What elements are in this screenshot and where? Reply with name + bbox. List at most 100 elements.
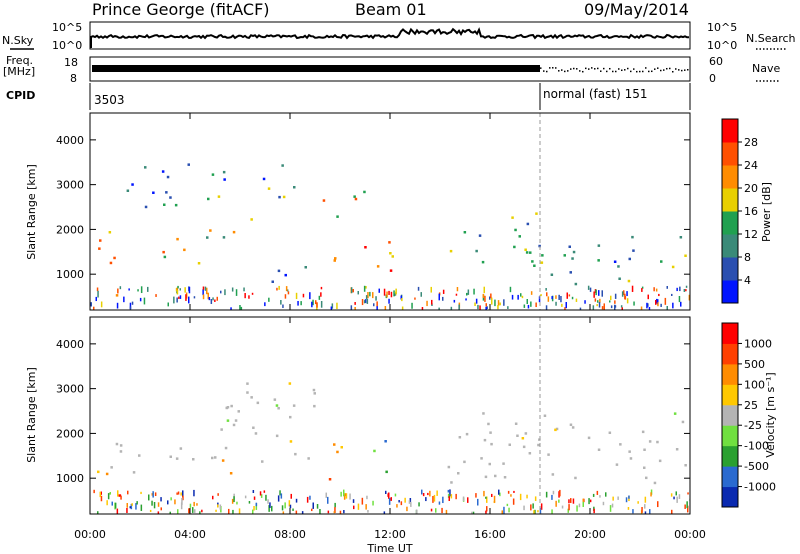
noise-pixel — [657, 299, 659, 305]
echo-pixel — [163, 255, 167, 259]
echo-pixel — [597, 448, 601, 451]
noise-pixel — [683, 289, 686, 292]
noise-pixel — [447, 489, 450, 493]
power-colorbar-label: Power [dB] — [760, 182, 773, 242]
noise-pixel — [311, 301, 313, 308]
noise-pixel — [367, 510, 369, 513]
noise-pixel — [236, 501, 238, 505]
power-panel-frame — [89, 112, 691, 311]
noise-pixel — [264, 302, 266, 307]
noise-pixel — [486, 306, 488, 310]
echo-pixel — [574, 476, 577, 480]
noise-pixel — [685, 285, 688, 288]
noise-pixel — [486, 496, 488, 503]
echo-pixel — [307, 457, 310, 460]
echo-pixel — [627, 279, 631, 283]
echo-pixel — [115, 442, 119, 446]
noise-pixel — [193, 296, 196, 299]
noise-pixel — [387, 493, 389, 497]
echo-pixel — [684, 254, 687, 257]
noise-pixel — [396, 504, 398, 508]
noise-pixel — [192, 507, 194, 513]
noise-pixel — [354, 307, 356, 310]
noise-pixel — [479, 305, 481, 310]
noise-pixel — [596, 304, 598, 307]
nave-dot — [600, 70, 602, 72]
noise-pixel — [441, 507, 443, 514]
noise-pixel — [220, 290, 222, 294]
noise-pixel — [649, 509, 651, 514]
noise-pixel — [177, 285, 179, 289]
noise-pixel — [430, 286, 432, 293]
noise-pixel — [626, 291, 628, 297]
noise-pixel — [406, 506, 408, 512]
echo-pixel — [679, 236, 683, 239]
freq-tick-bottom: 8 — [70, 72, 77, 85]
echo-pixel — [336, 215, 339, 218]
noise-pixel — [610, 305, 613, 309]
echo-pixel — [494, 474, 497, 478]
noise-pixel — [534, 496, 537, 501]
noise-pixel — [462, 496, 465, 502]
noise-pixel — [485, 306, 487, 310]
noise-pixel — [248, 501, 251, 504]
noise-pixel — [131, 503, 133, 506]
noise-pixel — [167, 500, 169, 505]
echo-pixel — [126, 189, 130, 192]
noise-pixel — [253, 496, 256, 500]
noise-pixel — [559, 489, 561, 497]
power-panel: 1000 2000 3000 4000 Slant Range [km] 4 8 12 16… — [25, 112, 773, 311]
noise-pixel — [641, 507, 643, 513]
noise-pixel — [647, 303, 649, 307]
echo-pixel — [98, 247, 101, 250]
colorbar-swatch — [722, 142, 738, 166]
echo-pixel — [288, 382, 292, 385]
noise-pixel — [331, 303, 334, 309]
echo-pixel — [514, 228, 517, 232]
echo-pixel — [388, 241, 391, 244]
noise-pixel — [565, 302, 567, 309]
nsearch-label: N.Search — [746, 32, 796, 45]
noise-pixel — [255, 502, 258, 507]
noise-pixel — [678, 494, 681, 499]
nave-dot — [645, 67, 647, 69]
echo-pixel — [465, 432, 469, 436]
date-label: 09/May/2014 — [584, 0, 689, 19]
noise-pixel — [384, 306, 387, 310]
noise-pixel — [116, 508, 119, 514]
noise-pixel — [547, 296, 550, 302]
noise-pixel — [129, 306, 132, 310]
echo-pixel — [336, 450, 339, 454]
noise-pixel — [572, 498, 575, 504]
noise-pixel — [184, 287, 186, 293]
echo-pixel — [246, 382, 249, 385]
noise-pixel — [330, 306, 333, 310]
colorbar-tick-label: -1000 — [744, 481, 776, 494]
noise-pixel — [670, 493, 673, 497]
x-tick-label: 00:00 — [674, 528, 706, 541]
noise-pixel — [210, 299, 213, 304]
echo-pixel — [608, 431, 612, 434]
noise-pixel — [217, 504, 219, 508]
colorbar-tick-label: 12 — [744, 228, 758, 241]
echo-pixel — [169, 455, 172, 458]
echo-pixel — [475, 249, 478, 253]
noise-pixel — [680, 301, 682, 307]
echo-pixel — [487, 422, 490, 426]
noise-pixel — [503, 506, 505, 514]
echo-pixel — [354, 197, 358, 201]
noise-pixel — [276, 287, 278, 291]
noise-pixel — [230, 307, 232, 310]
echo-pixel — [144, 205, 148, 209]
noise-pixel — [594, 298, 597, 302]
echo-pixel — [322, 199, 326, 202]
echo-pixel — [119, 444, 123, 447]
noise-pixel — [280, 493, 283, 499]
noise-pixel — [582, 501, 584, 507]
noise-pixel — [641, 286, 644, 289]
noise-pixel — [388, 298, 390, 304]
noise-pixel — [551, 509, 553, 514]
echo-pixel — [277, 407, 280, 410]
y-tick-label: 3000 — [56, 383, 84, 396]
noise-pixel — [447, 493, 450, 498]
